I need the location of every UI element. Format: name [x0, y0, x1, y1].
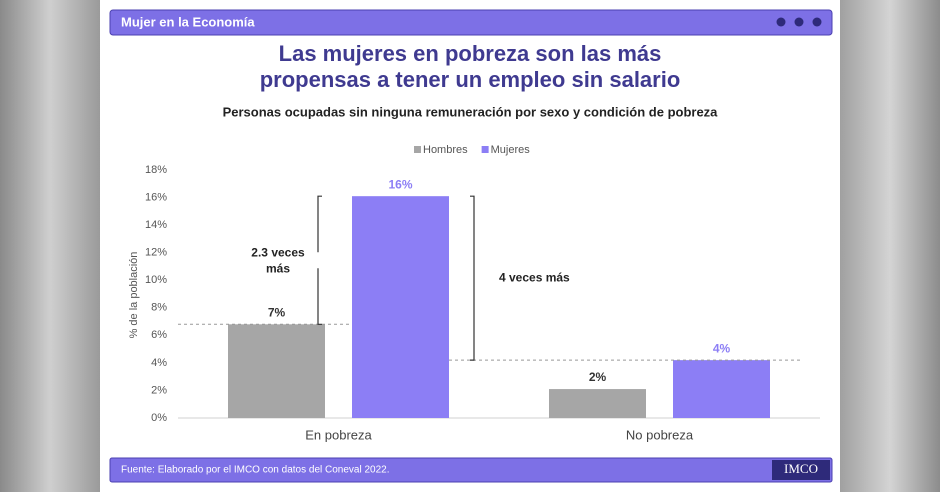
x-tick-label: En pobreza	[305, 427, 372, 442]
annotation: 4 veces más	[499, 270, 570, 284]
x-tick-label: No pobreza	[626, 427, 694, 442]
annotation: 2.3 veces	[251, 245, 305, 259]
y-tick-label: 14%	[145, 219, 167, 231]
dot	[794, 17, 804, 27]
legend-label: Hombres	[423, 144, 468, 156]
footer: Fuente: Elaborado por el IMCO con datos …	[121, 465, 390, 476]
header-bar	[109, 9, 833, 36]
dot	[812, 17, 822, 27]
logo: IMCO	[784, 461, 818, 476]
bracket	[470, 195, 475, 361]
footer-bar	[109, 457, 833, 483]
y-tick-label: 16%	[145, 191, 167, 203]
bar	[352, 196, 449, 418]
y-tick-label: 18%	[145, 164, 167, 176]
y-tick-label: 2%	[151, 384, 167, 396]
subtitle: Personas ocupadas sin ninguna remuneraci…	[223, 104, 719, 119]
bar	[549, 389, 646, 418]
bar	[673, 360, 770, 418]
logo-box	[772, 460, 830, 480]
legend-swatch	[414, 146, 421, 153]
annotation: más	[266, 261, 290, 275]
chart-title: Las mujeres en pobreza son las más	[279, 41, 662, 66]
value-label: 7%	[268, 305, 286, 319]
y-tick-label: 4%	[151, 357, 167, 369]
annotation-bg	[314, 252, 322, 269]
legend-label: Mujeres	[491, 144, 531, 156]
chart-title: propensas a tener un empleo sin salario	[260, 67, 681, 92]
y-axis-label: % de la población	[128, 252, 140, 339]
y-tick-label: 0%	[151, 412, 167, 424]
y-tick-label: 10%	[145, 274, 167, 286]
value-label: 4%	[713, 341, 731, 355]
value-label: 16%	[388, 177, 412, 191]
bar	[228, 324, 325, 418]
legend-swatch	[481, 146, 489, 153]
dot	[776, 17, 786, 27]
y-tick-label: 8%	[151, 302, 167, 314]
header: Mujer en la Economía	[121, 14, 255, 29]
y-tick-label: 6%	[151, 329, 167, 341]
y-tick-label: 12%	[145, 247, 167, 259]
value-label: 2%	[589, 370, 607, 384]
